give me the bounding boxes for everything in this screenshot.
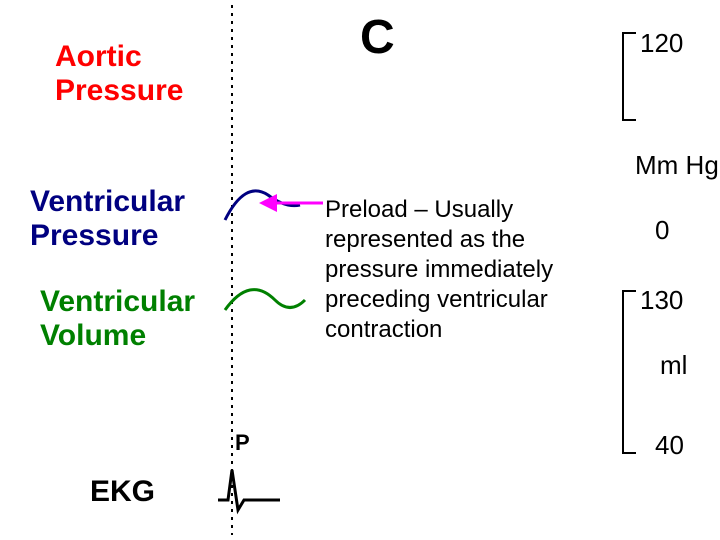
scale-ml: ml (660, 350, 687, 381)
scale-130: 130 (640, 285, 683, 316)
curve-ventricular-pressure (225, 191, 300, 220)
label-p: P (235, 430, 250, 456)
scale-0: 0 (655, 215, 669, 246)
scale-120: 120 (640, 28, 683, 59)
label-ventricular-volume: VentricularVolume (40, 285, 195, 353)
label-aortic-pressure: AorticPressure (55, 40, 183, 108)
bracket-bottom (622, 290, 636, 454)
label-ekg: EKG (90, 475, 155, 509)
label-ventricular-pressure: VentricularPressure (30, 185, 185, 253)
label-c: C (360, 10, 395, 65)
scale-mmhg: Mm Hg (635, 150, 719, 181)
curve-ekg (218, 470, 280, 510)
curve-ventricular-volume (225, 290, 305, 310)
preload-description: Preload – Usuallyrepresented as thepress… (325, 195, 553, 345)
diagram-canvas: AorticPressure VentricularPressure Ventr… (0, 0, 720, 540)
scale-40: 40 (655, 430, 684, 461)
bracket-top (622, 32, 636, 121)
